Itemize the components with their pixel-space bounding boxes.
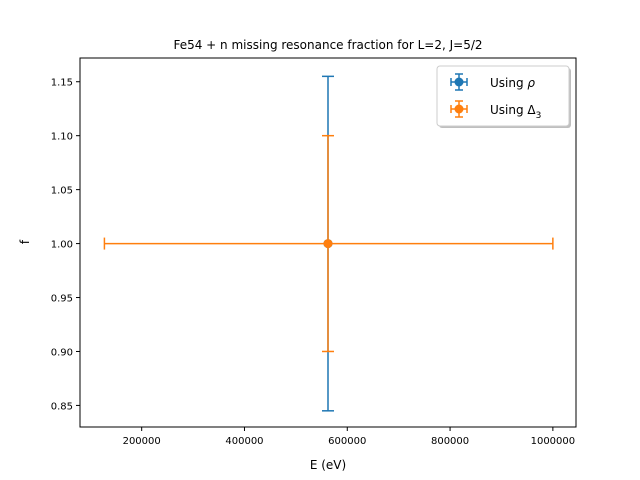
- plot-frame: [79, 57, 577, 428]
- x-axis-label: E (eV): [310, 458, 346, 472]
- legend-marker: [454, 77, 464, 87]
- legend-handle: [450, 100, 468, 118]
- y-tick-label: 0.85: [51, 401, 73, 412]
- x-tick-label: 400000: [225, 436, 263, 447]
- x-tick-label: 200000: [123, 436, 161, 447]
- legend-box: [436, 65, 570, 127]
- plot-area: [79, 57, 577, 428]
- y-tick-label: 1.15: [51, 78, 73, 89]
- data-point: [323, 239, 333, 249]
- y-tick-label: 0.90: [51, 347, 73, 358]
- x-axis: 200000 400000 600000 800000 1000000: [123, 427, 576, 447]
- y-tick-label: 1.10: [51, 132, 73, 143]
- x-tick-label: 600000: [328, 436, 366, 447]
- legend: Using ρ Using Δ3: [436, 65, 571, 128]
- legend-handle: [450, 73, 468, 91]
- x-tick-label: 1000000: [531, 436, 576, 447]
- legend-label: Using Δ3: [490, 103, 541, 121]
- y-tick-label: 1.00: [51, 240, 73, 251]
- chart-title: Fe54 + n missing resonance fraction for …: [173, 38, 482, 52]
- y-axis: 0.85 0.90 0.95 1.00 1.05 1.10 1.15: [51, 78, 80, 412]
- y-tick-label: 1.05: [51, 186, 73, 197]
- y-axis-label: f: [18, 239, 32, 244]
- legend-marker: [454, 104, 464, 114]
- legend-label: Using ρ: [490, 76, 535, 90]
- series-1: [103, 134, 554, 353]
- x-tick-label: 800000: [431, 436, 469, 447]
- y-tick-label: 0.95: [51, 294, 73, 305]
